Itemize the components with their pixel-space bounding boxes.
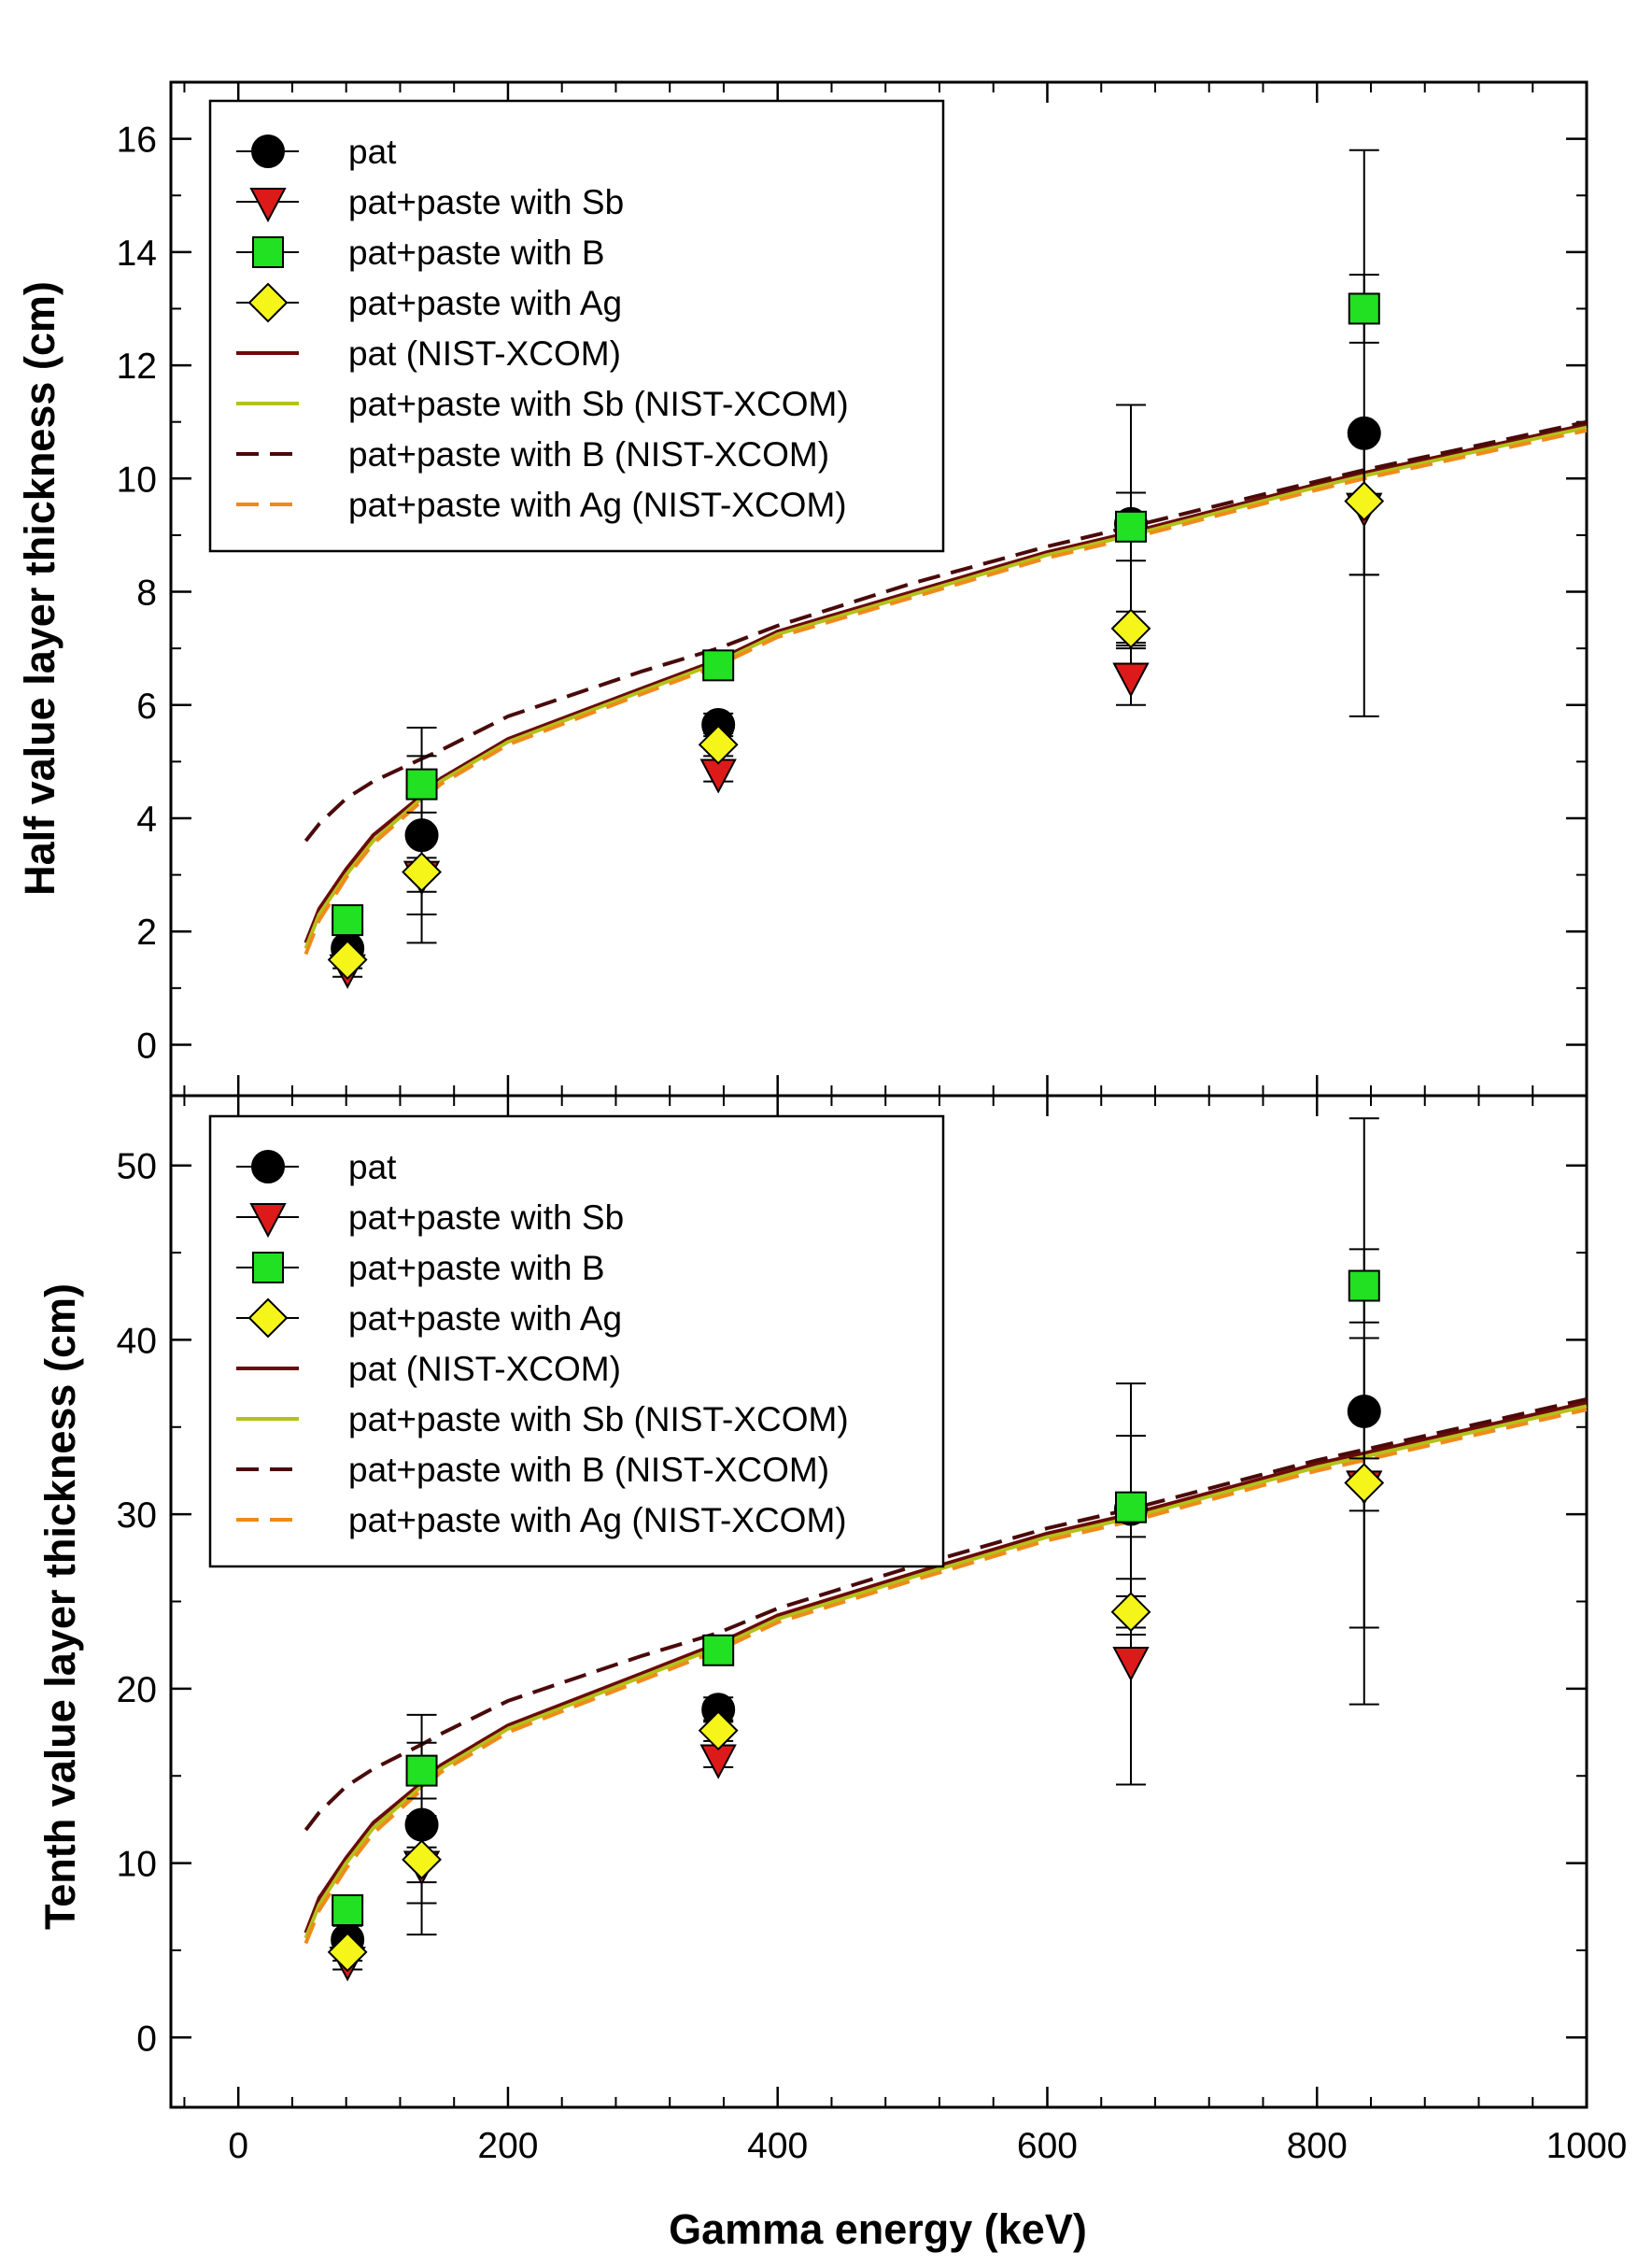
hvl-ticks: 0 2 4 6 8 10 12 14 16 (117, 81, 1588, 1096)
tvl-point-pat-paste-with-ag (1344, 1463, 1385, 1503)
hvl-y-tick-label: 0 (136, 1026, 157, 1066)
tvl-legend: pat pat+paste with Sb pat+paste with B pat+… (208, 1114, 945, 1568)
hvl-data-points (327, 149, 1385, 989)
hvl-y-tick-label: 4 (136, 800, 157, 840)
tvl-legend-label-pat-paste-with-sb: pat+paste with Sb (348, 1198, 624, 1237)
hvl-curve-pat-paste-with-ag-nist-xcom (304, 428, 1588, 956)
x-tick-label: 800 (1287, 2126, 1348, 2166)
hvl-y-axis-title: Half value layer thickness (cm) (16, 281, 64, 896)
x-tick-label: 600 (1017, 2126, 1078, 2166)
tvl-curve-pat-paste-with-sb-nist-xcom (304, 1404, 1588, 1939)
hvl-legend-marker-pat (251, 135, 285, 168)
hvl-legend: pat pat+paste with Sb pat+paste with B pat+… (208, 99, 945, 553)
tvl-legend-label-pat-paste-with-b-nist-xcom: pat+paste with B (NIST-XCOM) (348, 1451, 829, 1489)
tvl-legend-label-pat-nist-xcom: pat (NIST-XCOM) (348, 1350, 621, 1388)
tvl-legend-marker-pat-paste-with-b (252, 1252, 284, 1283)
tvl-y-tick-label: 40 (117, 1321, 157, 1361)
hvl-legend-marker-pat-paste-with-ag (247, 282, 289, 323)
hvl-y-tick-label: 12 (117, 347, 157, 387)
hvl-curves (304, 419, 1588, 956)
hvl-y-tick-label: 14 (117, 234, 157, 274)
tvl-point-pat-paste-with-b (1348, 1269, 1380, 1302)
hvl-point-pat-paste-with-b (1114, 510, 1147, 543)
tvl-ticks: 0 10 20 30 40 50 (117, 1096, 1588, 2107)
hvl-point-pat-paste-with-ag (1110, 608, 1151, 649)
hvl-legend-box (208, 99, 945, 553)
tvl-point-pat-paste-with-b (1114, 1491, 1147, 1523)
hvl-point-pat-paste-with-ag (698, 724, 739, 765)
hvl-point-pat-paste-with-sb (1112, 662, 1150, 698)
tvl-legend-label-pat-paste-with-ag: pat+paste with Ag (348, 1299, 622, 1338)
tvl-point-pat (404, 1807, 439, 1842)
tvl-point-pat-paste-with-b (702, 1634, 735, 1666)
tvl-curve-pat-paste-with-ag-nist-xcom (304, 1408, 1588, 1945)
tvl-legend-label-pat: pat (348, 1148, 397, 1186)
tvl-legend-label-pat-paste-with-ag-nist-xcom: pat+paste with Ag (NIST-XCOM) (348, 1501, 847, 1539)
hvl-y-tick-label: 2 (136, 913, 157, 953)
hvl-point-pat-paste-with-b (332, 904, 364, 937)
hvl-legend-label-pat-paste-with-ag: pat+paste with Ag (348, 284, 622, 322)
tvl-y-tick-label: 30 (117, 1495, 157, 1536)
tvl-legend-label-pat-paste-with-b: pat+paste with B (348, 1249, 605, 1287)
tvl-point-pat-paste-with-b (405, 1754, 438, 1787)
hvl-legend-label-pat-paste-with-ag-nist-xcom: pat+paste with Ag (NIST-XCOM) (348, 486, 847, 524)
tvl-y-axis-title: Tenth value layer thickness (cm) (36, 1283, 84, 1930)
tvl-curves (304, 1396, 1588, 1945)
hvl-legend-label-pat-paste-with-sb: pat+paste with Sb (348, 183, 624, 221)
hvl-point-pat-paste-with-ag (1344, 481, 1385, 521)
hvl-point-pat-paste-with-ag (327, 940, 368, 980)
tvl-curve-pat-paste-with-b-nist-xcom (304, 1396, 1588, 1832)
tvl-point-pat-paste-with-ag (1110, 1592, 1151, 1633)
tvl-legend-label-pat-paste-with-sb-nist-xcom: pat+paste with Sb (NIST-XCOM) (348, 1400, 849, 1438)
tvl-legend-marker-pat (251, 1150, 285, 1183)
tvl-point-pat-paste-with-sb (1112, 1646, 1150, 1682)
tvl-legend-box (208, 1114, 945, 1568)
tvl-point-pat-paste-with-ag (698, 1710, 739, 1751)
tvl-y-tick-label: 50 (117, 1147, 157, 1187)
hvl-legend-label-pat-paste-with-sb-nist-xcom: pat+paste with Sb (NIST-XCOM) (348, 385, 849, 423)
hvl-y-tick-label: 10 (117, 460, 157, 500)
hvl-curve-pat-nist-xcom (304, 422, 1588, 944)
x-tick-label: 400 (747, 2126, 808, 2166)
tvl-curve-pat-nist-xcom (304, 1400, 1588, 1934)
hvl-point-pat (1347, 416, 1381, 450)
hvl-y-tick-label: 16 (117, 120, 157, 161)
tvl-y-tick-label: 0 (136, 2019, 157, 2059)
hvl-panel: 0 2 4 6 8 10 12 14 16 Half value layer thickness… (16, 80, 1588, 1098)
hvl-point-pat-paste-with-b (1348, 292, 1380, 325)
hvl-point-pat (404, 818, 439, 853)
hvl-legend-marker-pat-paste-with-sb (249, 188, 287, 223)
tvl-data-points (327, 1117, 1385, 1982)
tvl-point-pat-paste-with-ag (327, 1932, 368, 1973)
tvl-legend-marker-pat-paste-with-ag (247, 1297, 289, 1339)
hvl-legend-label-pat-paste-with-b-nist-xcom: pat+paste with B (NIST-XCOM) (348, 435, 829, 474)
hvl-legend-label-pat: pat (348, 133, 397, 171)
hvl-point-pat-paste-with-b (405, 768, 438, 801)
tvl-point-pat (1347, 1394, 1381, 1428)
hvl-legend-label-pat-nist-xcom: pat (NIST-XCOM) (348, 334, 621, 373)
tvl-y-tick-label: 10 (117, 1845, 157, 1885)
tvl-y-tick-label: 20 (117, 1670, 157, 1710)
hvl-legend-label-pat-paste-with-b: pat+paste with B (348, 234, 605, 272)
hvl-y-tick-label: 8 (136, 574, 157, 614)
tvl-point-pat-paste-with-b (332, 1894, 364, 1927)
hvl-point-pat-paste-with-ag (402, 852, 442, 892)
x-axis-title: Gamma energy (keV) (669, 2205, 1087, 2253)
tvl-legend-marker-pat-paste-with-sb (249, 1203, 287, 1239)
tvl-panel: 0 10 20 30 40 50 Tenth value layer thickness … (36, 1094, 1588, 2109)
x-tick-label: 0 (228, 2126, 248, 2166)
x-tick-label: 200 (477, 2126, 538, 2166)
x-tick-label: 1000 (1546, 2126, 1628, 2166)
hvl-curve-pat-paste-with-b-nist-xcom (304, 419, 1588, 843)
hvl-y-tick-label: 6 (136, 687, 157, 727)
tvl-point-pat-paste-with-ag (402, 1839, 442, 1880)
x-tick-labels: 0 200 400 600 800 1000 (228, 2126, 1627, 2166)
hvl-legend-marker-pat-paste-with-b (252, 236, 284, 268)
hvl-point-pat-paste-with-b (702, 649, 735, 682)
